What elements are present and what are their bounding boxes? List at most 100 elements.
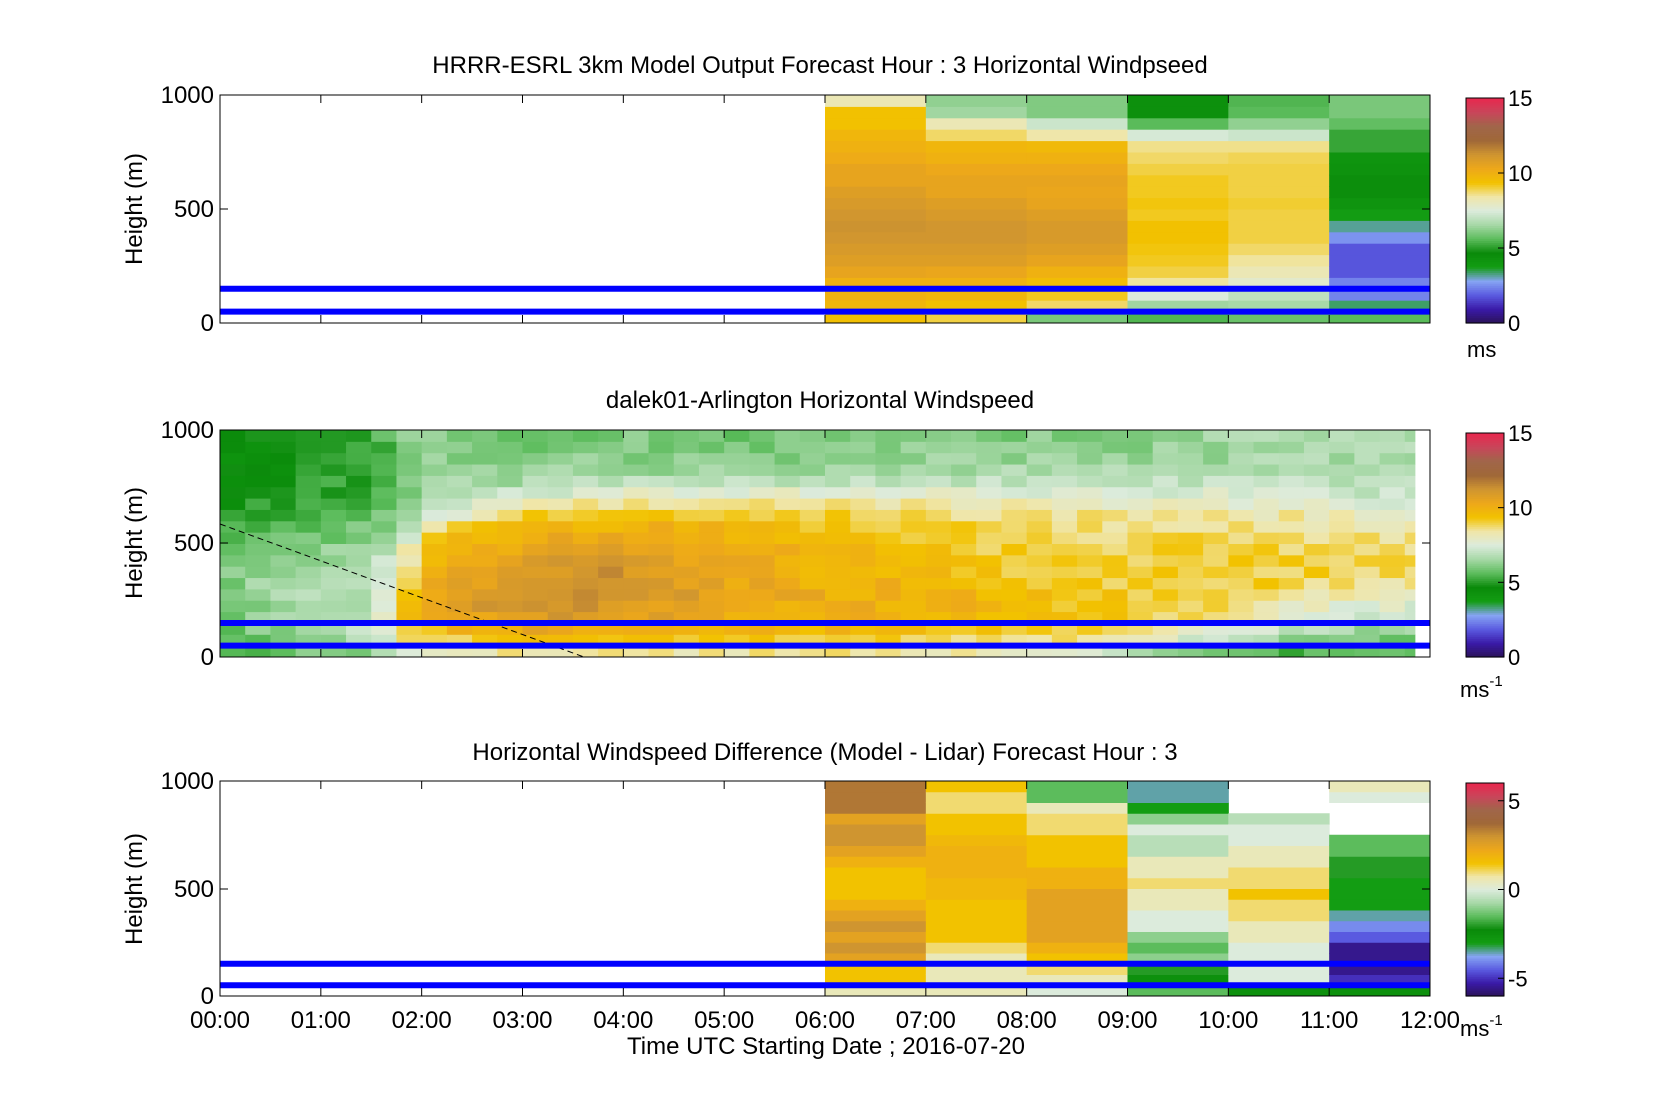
heatmap-cell [1152, 600, 1179, 613]
heatmap-cell [1127, 802, 1229, 814]
heatmap-cell [1051, 475, 1078, 488]
colorbar-step [1466, 928, 1504, 931]
heatmap-cell [925, 953, 1028, 965]
heatmap-cell [925, 186, 1028, 199]
heatmap-cell [270, 566, 297, 579]
heatmap-cell [346, 475, 372, 488]
heatmap-cell [598, 566, 624, 579]
colorbar-step [1466, 854, 1504, 857]
heatmap-cell [371, 532, 397, 544]
heatmap-cell [1404, 566, 1416, 579]
heatmap-cell [850, 577, 876, 590]
heatmap-cell [1026, 464, 1053, 476]
heatmap-cell [497, 566, 523, 579]
heatmap-cell [1354, 441, 1381, 454]
heatmap-cell [1329, 953, 1431, 965]
heatmap-cell [1228, 931, 1330, 943]
heatmap-cell [648, 600, 675, 613]
heatmap-cell [1102, 554, 1128, 567]
heatmap-cell [1127, 974, 1229, 986]
heatmap-cell [1177, 543, 1204, 556]
heatmap-cell [825, 430, 851, 442]
colorbar-step [1466, 234, 1504, 238]
colorbar-step [1466, 550, 1504, 554]
heatmap-cell [1026, 920, 1128, 932]
heatmap-cell [1102, 634, 1128, 647]
heatmap-cell [547, 645, 574, 658]
colorbar-step [1466, 470, 1504, 473]
heatmap-cell [572, 600, 599, 613]
heatmap-cell [1102, 486, 1128, 499]
heatmap-cell [598, 475, 624, 488]
heatmap-cell [673, 532, 700, 544]
heatmap-cell [1026, 867, 1128, 879]
heatmap-cell [1127, 152, 1229, 164]
colorbar-step [1466, 182, 1504, 185]
colorbar-step [1466, 610, 1504, 613]
heatmap-cell [976, 532, 1002, 544]
heatmap-cell [421, 441, 448, 454]
heatmap-cell [547, 622, 574, 635]
heatmap-cell [396, 622, 423, 635]
x-tick-label: 01:00 [291, 1007, 351, 1034]
heatmap-cell [1051, 464, 1078, 476]
colorbar-step [1466, 487, 1504, 490]
heatmap-cell [850, 498, 876, 510]
heatmap-cell [371, 509, 397, 522]
heatmap-cell [270, 622, 297, 635]
colorbar-step [1466, 128, 1504, 131]
heatmap-cell [925, 209, 1028, 221]
heatmap-cell [1102, 588, 1128, 601]
heatmap-cell [1228, 197, 1330, 210]
heatmap-cell [850, 566, 876, 579]
colorbar-step [1466, 229, 1504, 232]
heatmap-cell [698, 577, 725, 590]
heatmap-cell [1329, 554, 1355, 567]
colorbar-step [1466, 311, 1504, 315]
heatmap-cell [1203, 486, 1229, 499]
heatmap-cell [1127, 464, 1154, 476]
heatmap-cell [925, 106, 1028, 119]
heatmap-cell [925, 243, 1028, 256]
heatmap-cell [572, 566, 599, 579]
heatmap-cell [774, 634, 801, 647]
colorbar-step [1466, 898, 1504, 901]
heatmap-cell [1253, 486, 1280, 499]
heatmap-cell [799, 532, 826, 544]
heatmap-cell [825, 254, 927, 267]
heatmap-cell [1303, 645, 1330, 658]
colorbar-step [1466, 281, 1504, 285]
colorbar-step [1466, 619, 1504, 623]
heatmap-cell [825, 288, 927, 301]
heatmap-cell [976, 475, 1002, 488]
heatmap-cell [673, 554, 700, 567]
heatmap-cell [1077, 577, 1103, 590]
heatmap-cell [1127, 910, 1229, 922]
heatmap-cell [774, 588, 801, 601]
colorbar-step [1466, 882, 1504, 885]
colorbar-step [1466, 459, 1504, 462]
heatmap-cell [446, 554, 473, 567]
heatmap-cell [925, 452, 952, 465]
heatmap-cell [698, 509, 725, 522]
heatmap-cell [295, 622, 322, 635]
heatmap-cell [1329, 486, 1355, 499]
colorbar-step [1466, 477, 1504, 481]
heatmap-cell [598, 486, 624, 499]
heatmap-cell [1329, 845, 1431, 857]
heatmap-cell [547, 543, 574, 556]
heatmap-cell [749, 634, 776, 647]
heatmap-cell [421, 430, 448, 442]
heatmap-cell [396, 475, 423, 488]
heatmap-cell [371, 498, 397, 510]
colorbar-step [1466, 894, 1504, 898]
x-tick-label: 11:00 [1300, 1007, 1358, 1034]
heatmap-cell [522, 577, 549, 590]
colorbar-step [1466, 285, 1504, 288]
heatmap-cell [648, 498, 675, 510]
heatmap-cell [850, 543, 876, 556]
heatmap-cell [850, 486, 876, 499]
heatmap-cell [270, 577, 297, 590]
heatmap-cell [951, 520, 977, 533]
heatmap-cell [1051, 532, 1078, 544]
